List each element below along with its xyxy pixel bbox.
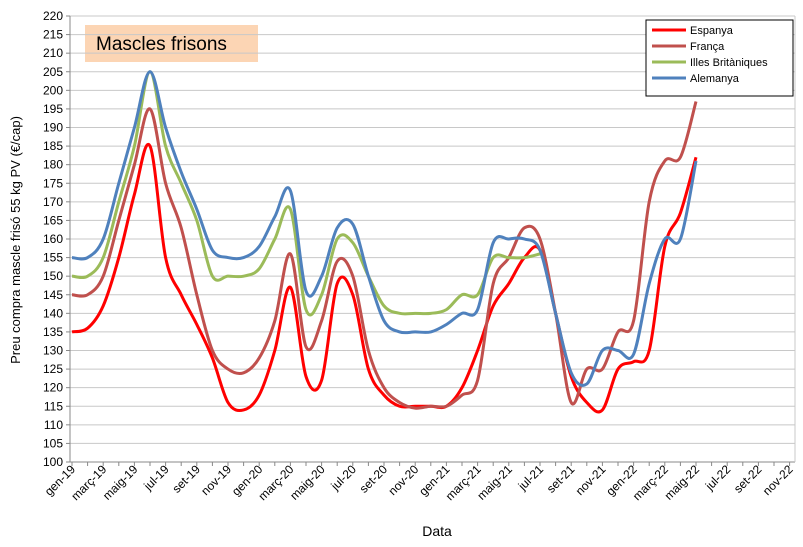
y-tick-label: 140 bbox=[43, 306, 63, 320]
y-tick-label: 180 bbox=[43, 158, 63, 172]
y-tick-label: 165 bbox=[43, 213, 63, 227]
y-tick-label: 105 bbox=[43, 436, 63, 450]
y-tick-label: 145 bbox=[43, 288, 63, 302]
legend-label: Alemanya bbox=[690, 73, 740, 85]
series-line bbox=[71, 70, 698, 387]
x-axis-label: Data bbox=[422, 523, 452, 539]
y-tick-label: 195 bbox=[43, 102, 63, 116]
y-tick-label: 150 bbox=[43, 269, 63, 283]
y-tick-label: 210 bbox=[43, 46, 63, 60]
y-tick-label: 185 bbox=[43, 139, 63, 153]
y-tick-label: 160 bbox=[43, 232, 63, 246]
legend-label: Illes Britàniques bbox=[690, 57, 768, 69]
y-tick-label: 115 bbox=[44, 399, 63, 413]
y-tick-label: 130 bbox=[43, 344, 63, 358]
y-tick-label: 125 bbox=[43, 362, 63, 376]
y-tick-label: 100 bbox=[43, 455, 63, 469]
y-tick-label: 220 bbox=[43, 9, 63, 23]
y-tick-label: 170 bbox=[43, 195, 63, 209]
y-tick-label: 205 bbox=[43, 65, 63, 79]
y-tick-label: 155 bbox=[43, 251, 63, 265]
y-tick-label: 200 bbox=[43, 83, 63, 97]
series-line bbox=[71, 142, 698, 414]
y-tick-label: 175 bbox=[43, 176, 63, 190]
y-tick-label: 190 bbox=[43, 121, 63, 135]
title-box bbox=[85, 25, 258, 62]
legend-box bbox=[645, 19, 794, 97]
y-tick-label: 120 bbox=[43, 381, 63, 395]
legend-label: Espanya bbox=[690, 25, 734, 37]
y-tick-label: 135 bbox=[43, 325, 63, 339]
y-tick-label: 215 bbox=[43, 28, 63, 42]
y-tick-label: 110 bbox=[44, 418, 63, 432]
series-line bbox=[71, 101, 698, 410]
chart-title: Mascles frisons bbox=[96, 34, 227, 55]
y-axis-label: Preu compra mascle frisó 55 kg PV (€/cap… bbox=[8, 116, 23, 364]
legend-label: França bbox=[690, 41, 725, 53]
